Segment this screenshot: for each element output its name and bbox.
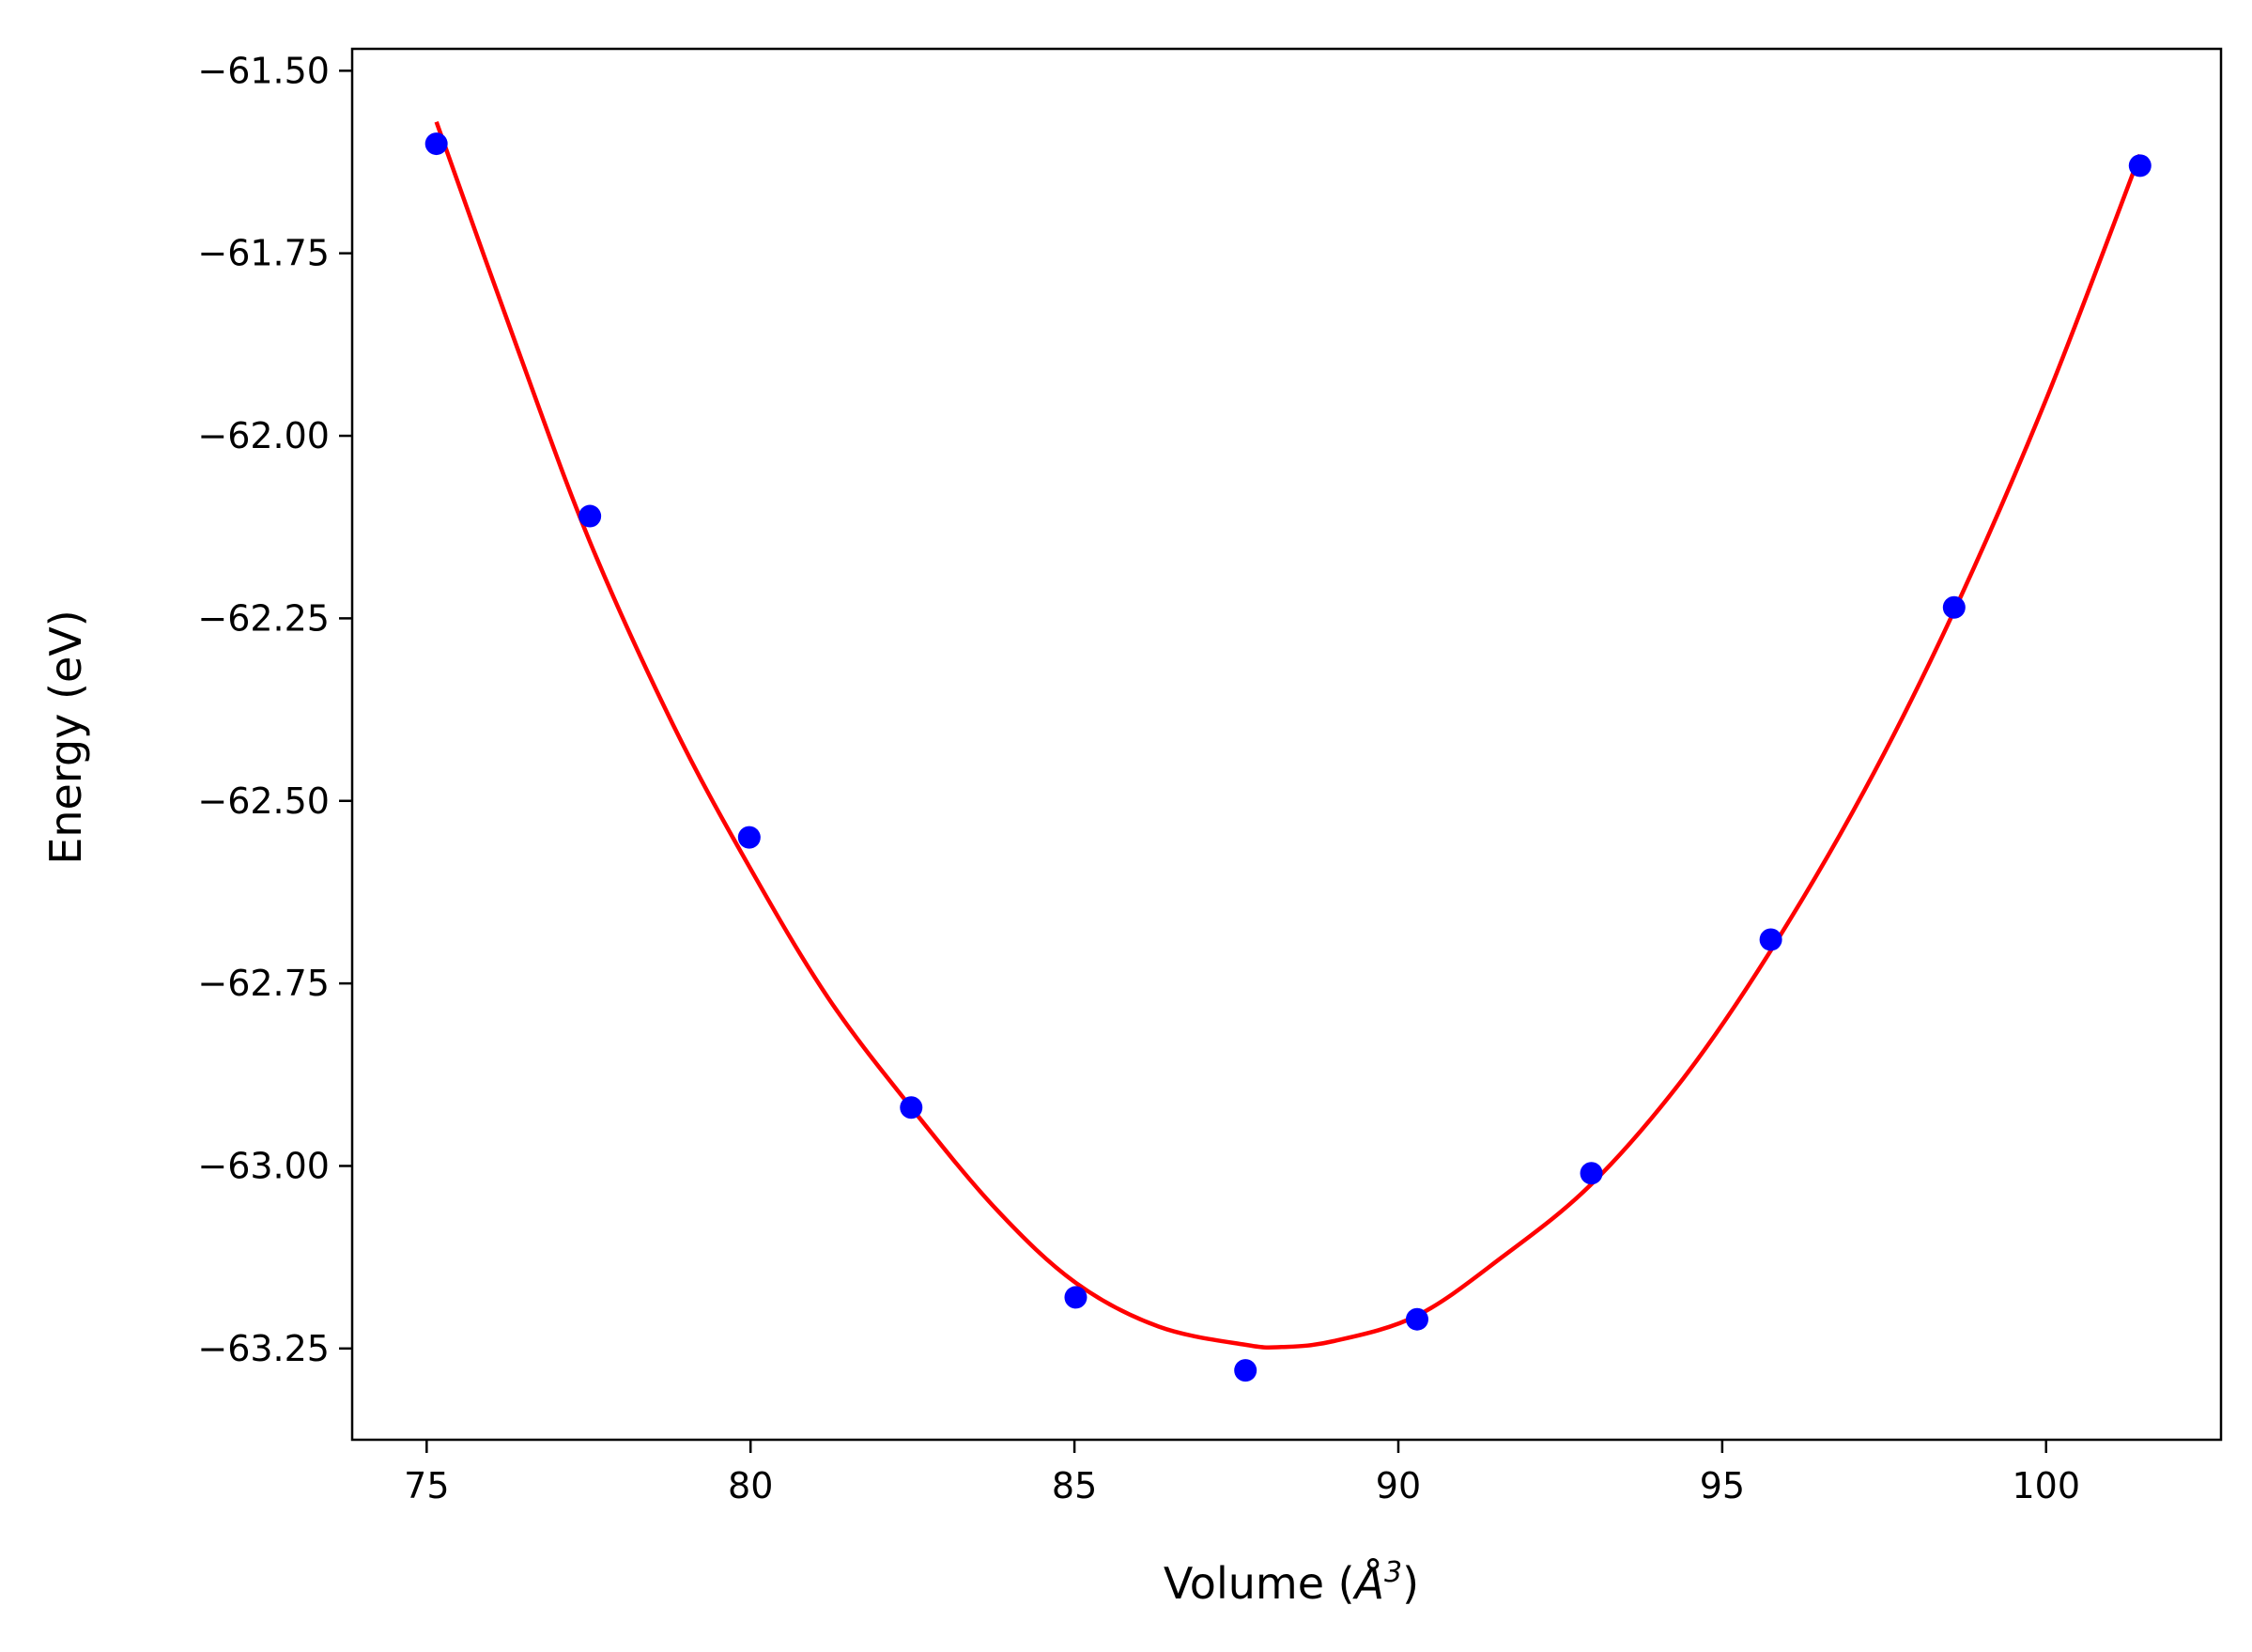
x-axis-label-prefix: Volume ( [1164,1558,1355,1609]
plot-marks [424,120,2152,1382]
x-axis-label-suffix: ) [1402,1558,1419,1609]
data-point [424,132,448,156]
plot-frame [350,47,2223,1442]
y-tick-label: −62.75 [197,963,330,1004]
data-point [1580,1162,1603,1185]
y-tick-label: −61.75 [197,233,330,274]
data-point [737,826,761,849]
x-axis-label: Volume (Å3) [1164,1556,1419,1609]
y-axis-label: Energy (eV) [40,610,91,864]
x-axis-ticks: 75 80 85 90 95 100 [404,1440,2080,1506]
x-tick-label: 80 [728,1465,773,1506]
data-point [578,504,602,528]
x-tick-label: 100 [2012,1465,2080,1506]
y-tick-label: −62.50 [197,780,330,822]
data-point [2128,154,2152,178]
data-point [1234,1359,1257,1382]
fit-curve [434,120,2142,1351]
data-point [1942,595,1966,619]
x-tick-label: 85 [1052,1465,1097,1506]
data-point [900,1096,923,1119]
x-tick-label: 90 [1376,1465,1421,1506]
y-tick-label: −63.00 [197,1145,330,1186]
data-point [1064,1286,1087,1309]
x-tick-label: 95 [1700,1465,1745,1506]
y-tick-label: −61.50 [197,50,330,91]
x-axis-label-power: 3 [1384,1556,1402,1589]
y-tick-label: −63.25 [197,1328,330,1369]
data-point [1405,1307,1428,1331]
data-point [1759,928,1782,951]
x-tick-label: 75 [404,1465,449,1506]
x-axis-label-unit: Å [1352,1558,1384,1609]
y-tick-label: −62.00 [197,415,330,456]
y-axis-ticks: −61.50 −61.75 −62.00 −62.25 −62.50 −62.75 −63.… [197,50,352,1369]
y-tick-label: −62.25 [197,597,330,639]
